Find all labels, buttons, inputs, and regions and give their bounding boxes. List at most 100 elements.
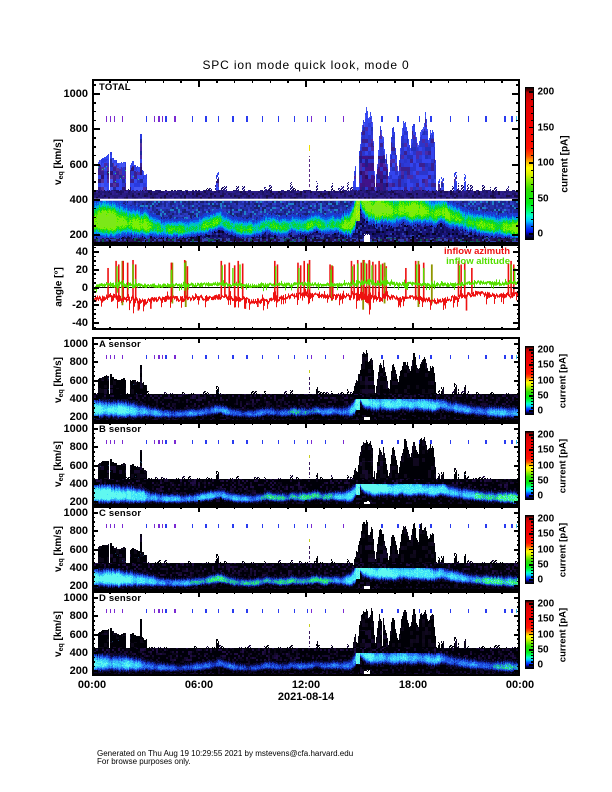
b-panel-ytick: [92, 455, 95, 458]
b-panel-ytick: [92, 460, 95, 462]
d-panel-cbtick: [529, 648, 533, 651]
angle-panel-ytick: [516, 295, 520, 298]
a-panel-cbtick: [530, 367, 533, 369]
a-panel-cbtick: [530, 386, 533, 388]
total-panel-cbtick: [530, 119, 533, 121]
c-panel-xtick: [109, 506, 111, 509]
a-panel-xtick: [323, 419, 325, 422]
a-panel-xtick: [233, 419, 236, 422]
total-panel-xtick: [198, 79, 200, 87]
d-panel-xtick: [376, 673, 379, 676]
b-panel-cbtick-label: 0: [537, 490, 544, 502]
a-panel-ytick-label: 800: [69, 356, 88, 369]
angle-panel-ytick: [92, 282, 96, 284]
d-panel-xtick: [126, 673, 129, 676]
total-panel-xtick: [412, 79, 414, 87]
angle-panel-xtick: [162, 326, 165, 330]
a-panel-cbtick: [530, 370, 533, 372]
angle-panel-xtick: [251, 326, 254, 330]
total-panel-xtick: [180, 240, 182, 244]
a-panel-ytick-label: 600: [69, 374, 88, 387]
d-panel-cbtick-label: 0: [537, 659, 544, 671]
b-panel-cbtick: [530, 443, 533, 445]
a-panel-ytick: [92, 343, 98, 345]
angle-panel-ytick: [92, 255, 96, 258]
a-panel-cbtick: [529, 379, 533, 382]
d-panel-xtick: [287, 591, 289, 594]
angle-panel-xtick: [340, 326, 343, 330]
a-panel-ytick: [517, 393, 520, 395]
c-panel-xtick: [340, 506, 343, 509]
plot-title: SPC ion mode quick look, mode 0: [202, 58, 410, 72]
d-panel-cbtick: [530, 627, 533, 629]
total-panel-xtick: [394, 240, 396, 244]
d-panel-ytick: [517, 638, 520, 640]
angle-panel-ytick: [92, 277, 96, 280]
d-panel-cbtick: [529, 603, 533, 605]
total-panel-cbtick: [530, 134, 533, 136]
c-panel-ytick: [517, 576, 520, 578]
b-panel-cbtick-label: 150: [537, 444, 555, 456]
d-panel-cbtick: [530, 615, 533, 617]
angle-panel-xtick: [465, 244, 468, 248]
b-panel-xtick: [251, 422, 254, 425]
total-panel-xtick: [483, 240, 486, 244]
a-panel-ytick: [517, 411, 520, 414]
angle-panel-xtick: [251, 244, 254, 248]
a-panel-xtick: [180, 419, 182, 422]
d-panel-ytick: [92, 606, 95, 608]
a-panel-cbtick: [529, 394, 533, 397]
angle-panel-ytick: [516, 300, 520, 302]
angle-panel-xtick: [109, 326, 111, 330]
b-panel-xtick: [376, 422, 379, 425]
d-panel-xtick: [430, 673, 432, 676]
c-panel-xtick: [394, 588, 396, 591]
c-panel-ytick: [517, 571, 520, 574]
angle-panel-ytick: [513, 268, 520, 271]
total-panel-frame: [92, 79, 520, 244]
c-panel-cbtick: [529, 518, 533, 520]
b-panel-xtick: [216, 422, 218, 425]
total-panel-axis-label: veq [km/s]: [53, 138, 65, 185]
d-panel-xtick: [126, 591, 129, 594]
a-panel-xtick: [233, 337, 236, 340]
total-panel-cbtick-label: 150: [537, 122, 555, 133]
angle-panel-xtick: [109, 244, 111, 248]
total-panel-ytick-label: 400: [69, 193, 88, 206]
d-panel-ytick: [514, 651, 520, 654]
c-panel-xtick: [501, 588, 503, 591]
angle-panel-ytick: [92, 295, 96, 298]
c-panel-ytick: [92, 512, 98, 514]
b-panel-xtick: [376, 503, 379, 506]
d-panel-xtick: [323, 673, 325, 676]
total-panel-ytick: [512, 198, 520, 201]
b-panel-cbtick: [530, 452, 533, 454]
b-panel-ytick: [92, 437, 95, 439]
angle-panel-xtick: [358, 326, 361, 330]
c-panel-ytick: [517, 544, 520, 546]
angle-panel-ytick: [513, 322, 520, 324]
angle-panel-ytick: [516, 308, 520, 311]
d-panel-xtick: [144, 673, 147, 676]
c-panel-cbtick: [530, 551, 533, 554]
b-panel-ytick: [92, 451, 95, 453]
c-panel-ytick-label: 800: [69, 525, 88, 538]
angle-panel-xtick: [144, 326, 147, 330]
c-panel-xtick: [233, 588, 236, 591]
d-panel-xtick: [394, 673, 396, 676]
a-panel-xtick: [162, 337, 165, 340]
b-panel-cbtick: [530, 486, 533, 488]
d-panel-ytick: [92, 656, 95, 659]
total-panel-xtick: [358, 240, 361, 244]
total-panel-cbtick: [530, 176, 533, 178]
a-panel-cbtick: [530, 355, 533, 357]
c-panel-xtick: [269, 506, 272, 509]
a-panel-cbtick-label: 150: [537, 359, 555, 371]
c-panel-cbtick: [530, 576, 533, 578]
d-spectrogram-canvas: [92, 591, 520, 676]
d-panel-cbtick: [530, 609, 533, 611]
a-panel-ytick: [92, 352, 95, 354]
total-panel-ytick: [92, 172, 96, 175]
a-panel-xtick: [447, 419, 450, 422]
angle-panel-xtick: [376, 326, 379, 330]
